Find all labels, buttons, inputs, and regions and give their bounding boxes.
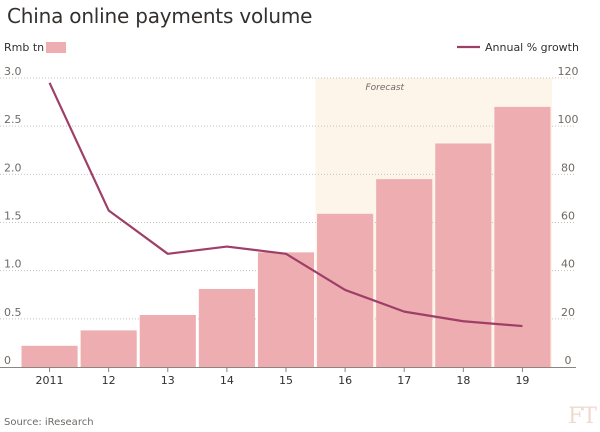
left-tick-label: 2.0 xyxy=(4,161,22,174)
x-tick-label: 18 xyxy=(456,374,470,387)
right-tick-label: 40 xyxy=(561,258,575,271)
bar-2011 xyxy=(21,345,78,367)
x-tick-label: 17 xyxy=(397,374,411,387)
bar-18 xyxy=(435,143,492,367)
x-tick-label: 19 xyxy=(515,374,529,387)
bar-13 xyxy=(139,314,196,367)
x-tick-label: 13 xyxy=(161,374,175,387)
bar-14 xyxy=(198,288,255,367)
left-tick-label: 0.5 xyxy=(4,306,22,319)
chart-title: China online payments volume xyxy=(7,4,313,28)
right-tick-label: 60 xyxy=(561,210,575,223)
ft-logo: FT xyxy=(568,404,597,429)
growth-line xyxy=(48,82,523,328)
x-tick-label: 14 xyxy=(220,374,234,387)
x-tick-label: 15 xyxy=(279,374,293,387)
bar-15 xyxy=(257,252,315,367)
right-tick-label: 120 xyxy=(558,65,579,78)
x-tick-label: 16 xyxy=(338,374,352,387)
right-tick-label: 100 xyxy=(558,113,579,126)
left-tick-label: 3.0 xyxy=(4,65,22,78)
left-tick-label: 0 xyxy=(4,354,11,367)
left-tick-label: 1.5 xyxy=(4,210,22,223)
source-note: Source: iResearch xyxy=(4,417,94,428)
right-tick-label: 20 xyxy=(561,306,575,319)
bar-19 xyxy=(494,106,551,368)
legend-bar-label: Rmb tn xyxy=(4,41,44,54)
legend-bar-swatch xyxy=(46,42,66,53)
x-tick-label: 12 xyxy=(102,374,116,387)
forecast-label: Forecast xyxy=(365,83,404,93)
right-tick-label: 0 xyxy=(565,354,572,367)
left-tick-label: 1.0 xyxy=(4,258,22,271)
right-tick-label: 80 xyxy=(561,161,575,174)
legend-line-label: Annual % growth xyxy=(485,41,579,54)
left-tick-label: 2.5 xyxy=(4,113,22,126)
bar-17 xyxy=(376,179,433,367)
x-tick-label: 2011 xyxy=(36,374,64,387)
bar-12 xyxy=(80,330,137,367)
